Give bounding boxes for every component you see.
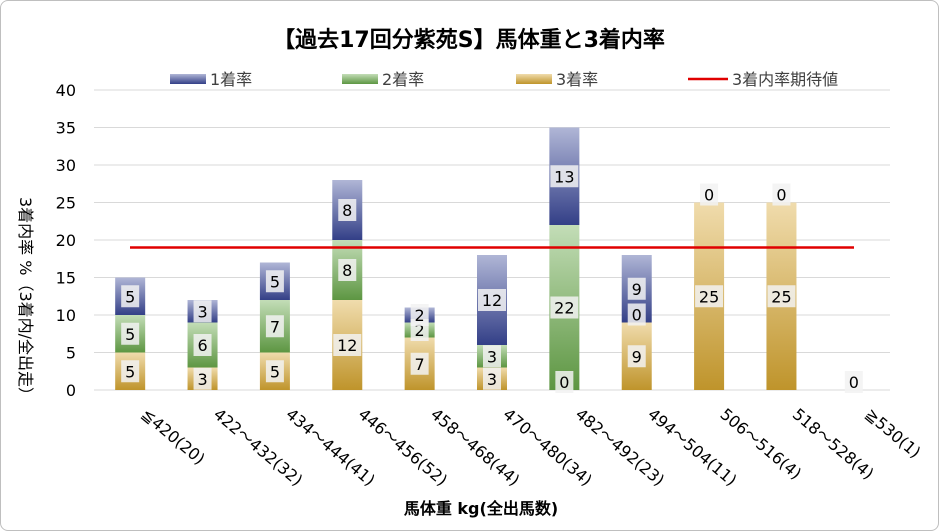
- data-label: 8: [342, 261, 352, 280]
- data-label-bg: [767, 285, 796, 308]
- data-label: 0: [776, 186, 786, 205]
- data-label-bg: [338, 199, 357, 221]
- data-label: 3: [487, 347, 497, 366]
- data-label: 12: [482, 291, 502, 310]
- x-tick-label: ≦420(20): [138, 405, 209, 469]
- data-label: 5: [270, 272, 280, 291]
- data-label-bg: [121, 360, 140, 383]
- data-label-bg: [478, 289, 506, 311]
- x-tick-label: ≧530(1): [861, 405, 924, 462]
- data-label: 0: [849, 373, 859, 392]
- y-axis-label: 3着内率 %（3着内/全出走）: [16, 197, 35, 403]
- data-label-bg: [121, 322, 140, 345]
- data-label-bg: [265, 270, 284, 293]
- legend-label: 2着率: [382, 70, 424, 89]
- data-label-bg: [550, 165, 579, 188]
- gridlines: [94, 89, 890, 391]
- data-label: 9: [632, 347, 642, 366]
- data-label: 3: [197, 370, 207, 389]
- legend-label: 1着率: [210, 70, 252, 89]
- data-label-bg: [844, 371, 863, 393]
- data-label-bg: [193, 300, 212, 323]
- data-label-bg: [627, 277, 646, 300]
- data-label-bg: [193, 367, 212, 390]
- data-label-bg: [627, 345, 646, 368]
- data-label-bg: [265, 360, 284, 383]
- data-label-bg: [193, 334, 212, 356]
- data-label-bg: [555, 371, 574, 393]
- y-tick-label: 0: [66, 381, 76, 400]
- y-axis-ticks: 0 5 10 15 20 25 30 35 40: [56, 81, 76, 400]
- data-label-bg: [550, 296, 579, 319]
- data-label-bg: [483, 345, 501, 368]
- data-label-bg: [338, 259, 357, 281]
- y-tick-label: 5: [66, 344, 76, 363]
- data-label: 0: [704, 186, 714, 205]
- data-label: 8: [342, 201, 352, 220]
- data-label-bg: [410, 352, 429, 375]
- data-label: 25: [771, 287, 791, 306]
- legend-swatch: [170, 74, 206, 84]
- data-label: 3: [487, 370, 497, 389]
- x-axis-ticks: ≦420(20) 422～432(32)434～444(41)446～456(52…: [138, 405, 925, 490]
- y-tick-label: 15: [56, 269, 76, 288]
- data-label: 2: [415, 306, 425, 325]
- x-axis-label: 馬体重 kg(全出馬数): [404, 499, 558, 518]
- y-tick-label: 35: [56, 119, 76, 138]
- data-label: 0: [559, 373, 569, 392]
- data-label-bg: [695, 285, 724, 308]
- data-label-bg: [627, 303, 646, 326]
- data-label-bg: [772, 183, 791, 206]
- data-label: 9: [632, 280, 642, 299]
- data-label: 12: [337, 336, 357, 355]
- data-label-bg: [121, 285, 140, 308]
- y-tick-label: 25: [56, 194, 76, 213]
- data-label-bg: [410, 304, 429, 326]
- legend: 1着率 2着率 3着率 3着内率期待値: [170, 70, 838, 89]
- y-tick-label: 20: [56, 231, 76, 250]
- legend-label: 3着率: [556, 70, 598, 89]
- data-label: 3: [197, 302, 207, 321]
- y-tick-label: 30: [56, 156, 76, 175]
- data-label: 22: [554, 299, 574, 318]
- data-labels: 5 5 5 3 6 3 5 7 5 12 8 8 7 22 3 3 12 0 22 13 9 0 9 25 0 25 0 0: [121, 165, 863, 393]
- y-tick-label: 40: [56, 81, 76, 100]
- data-label: 6: [197, 336, 207, 355]
- legend-label: 3着内率期待値: [732, 70, 838, 89]
- data-label: 7: [415, 355, 425, 374]
- y-tick-label: 10: [56, 306, 76, 325]
- data-label-bg: [700, 183, 719, 206]
- data-label: 25: [699, 287, 719, 306]
- bars: [115, 127, 797, 390]
- data-label: 7: [270, 317, 280, 336]
- data-label: 5: [125, 287, 135, 306]
- legend-swatch: [342, 74, 378, 84]
- chart-title: 【過去17回分紫苑S】馬体重と3着内率: [273, 27, 665, 53]
- legend-swatch: [516, 74, 552, 84]
- data-label-bg: [483, 367, 501, 390]
- data-label-bg: [265, 315, 284, 338]
- data-label: 0: [632, 306, 642, 325]
- data-label: 5: [125, 362, 135, 381]
- data-label: 13: [554, 167, 574, 186]
- data-label-bg: [333, 334, 362, 356]
- data-label: 5: [270, 362, 280, 381]
- data-label: 5: [125, 325, 135, 344]
- data-label: 2: [415, 321, 425, 340]
